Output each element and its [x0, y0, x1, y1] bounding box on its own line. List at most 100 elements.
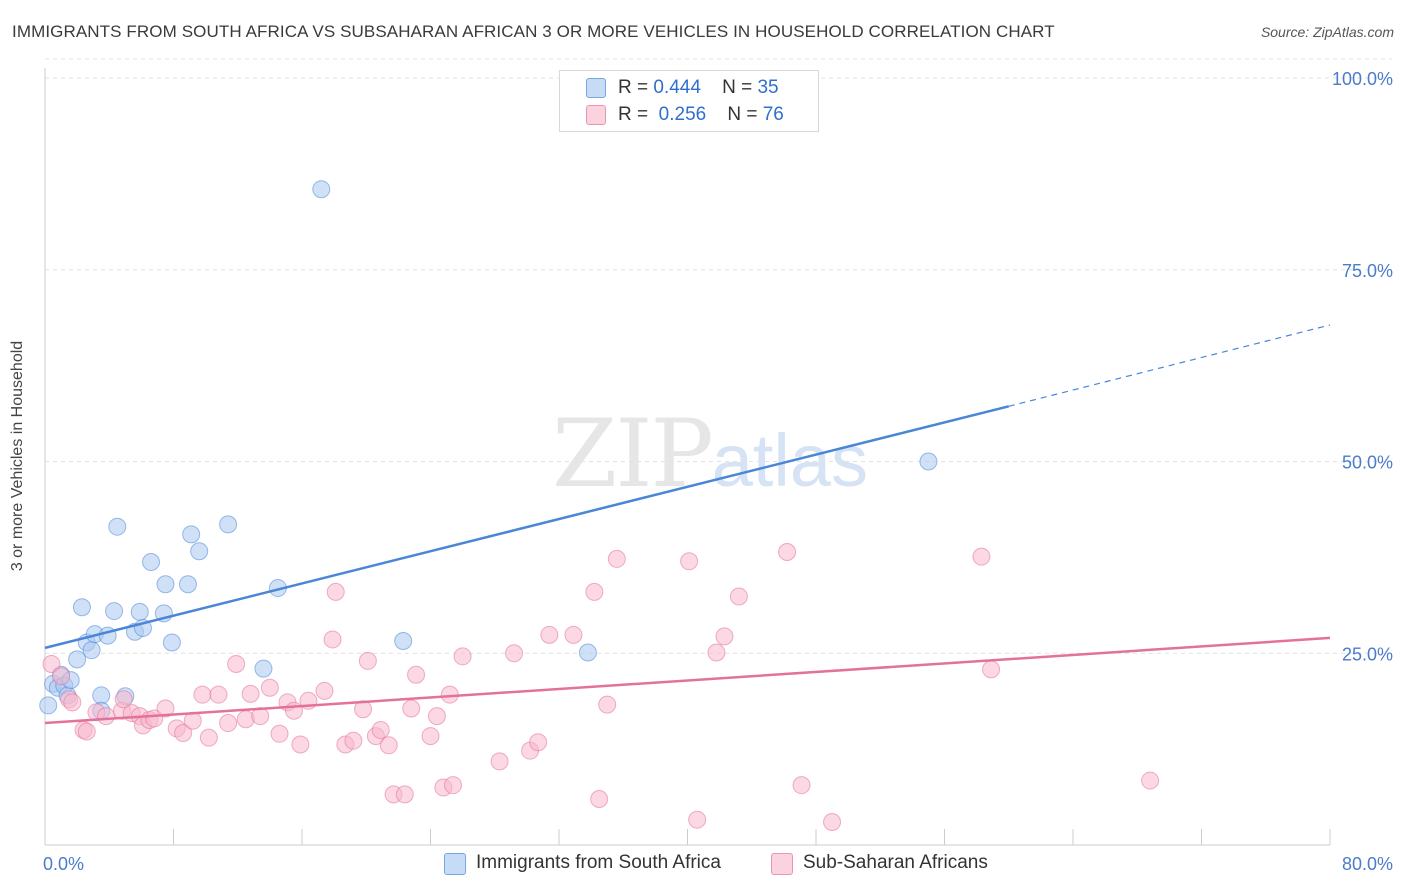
point-subsaharan: [358, 651, 377, 670]
point-subsaharan: [174, 724, 193, 743]
point-subsaharan: [97, 707, 116, 726]
point-subsaharan: [379, 736, 398, 755]
point-subsaharan: [453, 647, 472, 666]
point-subsaharan: [972, 547, 991, 566]
point-subsaharan: [219, 714, 238, 733]
point-south-africa: [39, 696, 58, 715]
point-subsaharan: [241, 684, 260, 703]
legend-n-value: 35: [757, 77, 779, 98]
point-subsaharan: [227, 654, 246, 673]
chart-title: IMMIGRANTS FROM SOUTH AFRICA VS SUBSAHAR…: [12, 22, 1055, 41]
point-south-africa: [182, 525, 201, 544]
legend-r-value: 0.256: [658, 104, 707, 125]
bottom-legend-swatch-south-africa: [444, 853, 466, 875]
legend-swatch-south-africa: [586, 78, 606, 98]
point-subsaharan: [270, 724, 289, 743]
point-subsaharan: [607, 549, 626, 568]
y-tick-label: 75.0%: [1342, 261, 1393, 281]
point-subsaharan: [505, 644, 524, 663]
point-subsaharan: [421, 727, 440, 746]
point-subsaharan: [443, 776, 462, 795]
point-south-africa: [919, 452, 938, 471]
point-subsaharan: [344, 731, 363, 750]
point-subsaharan: [323, 630, 342, 649]
point-subsaharan: [407, 665, 426, 684]
point-south-africa: [108, 517, 127, 536]
point-subsaharan: [564, 625, 583, 644]
point-subsaharan: [982, 660, 1001, 679]
trendline-south-africa-extension: [1008, 324, 1331, 407]
point-subsaharan: [688, 810, 707, 829]
point-south-africa: [130, 602, 149, 621]
point-south-africa: [178, 575, 197, 594]
point-subsaharan: [326, 582, 345, 601]
y-tick-label: 50.0%: [1342, 453, 1393, 473]
point-subsaharan: [792, 776, 811, 795]
point-subsaharan: [52, 667, 71, 686]
point-subsaharan: [199, 728, 218, 747]
legend-r-value: 0.444: [653, 77, 701, 98]
point-south-africa: [190, 542, 209, 561]
watermark-zip: ZIP: [552, 400, 714, 509]
point-subsaharan: [114, 690, 133, 709]
point-subsaharan: [490, 752, 509, 771]
point-subsaharan: [260, 678, 279, 697]
point-south-africa: [578, 643, 597, 662]
point-subsaharan: [63, 693, 82, 712]
legend-n-value: 76: [762, 104, 784, 125]
point-subsaharan: [427, 707, 446, 726]
legend-r-label: R =: [618, 77, 649, 98]
point-subsaharan: [529, 733, 548, 752]
x-tick-label: 0.0%: [43, 854, 84, 874]
point-subsaharan: [209, 685, 228, 704]
point-south-africa: [72, 598, 91, 617]
point-subsaharan: [585, 582, 604, 601]
correlation-legend: R = 0.444 N = 35 R = 0.256 N = 76: [559, 70, 819, 132]
point-subsaharan: [42, 654, 61, 673]
point-south-africa: [82, 641, 101, 660]
point-subsaharan: [715, 627, 734, 646]
point-subsaharan: [680, 552, 699, 571]
point-subsaharan: [402, 699, 421, 718]
point-south-africa: [219, 515, 238, 534]
point-south-africa: [156, 575, 175, 594]
point-subsaharan: [729, 587, 748, 606]
point-subsaharan: [156, 699, 175, 718]
trendline-south-africa: [44, 405, 1010, 650]
point-subsaharan: [395, 785, 414, 804]
point-subsaharan: [823, 812, 842, 831]
point-south-africa: [162, 633, 181, 652]
point-subsaharan: [778, 543, 797, 562]
bottom-legend-label: Immigrants from South Africa: [476, 852, 721, 873]
point-subsaharan: [291, 735, 310, 754]
point-subsaharan: [193, 685, 212, 704]
watermark: ZIPatlas: [552, 400, 868, 509]
point-subsaharan: [315, 681, 334, 700]
legend-n-label: N =: [722, 77, 753, 98]
point-south-africa: [142, 552, 161, 571]
legend-n-label: N =: [727, 104, 758, 125]
point-subsaharan: [77, 722, 96, 741]
point-south-africa: [254, 659, 273, 678]
y-tick-label: 100.0%: [1332, 69, 1393, 89]
point-south-africa: [105, 602, 124, 621]
point-subsaharan: [371, 720, 390, 739]
bottom-legend-swatch-subsaharan: [771, 853, 793, 875]
point-south-africa: [394, 631, 413, 650]
source-label: Source: ZipAtlas.com: [1260, 24, 1394, 40]
y-tick-label: 25.0%: [1342, 644, 1393, 664]
bottom-legend-label: Sub-Saharan Africans: [803, 852, 988, 873]
point-subsaharan: [1141, 771, 1160, 790]
legend-swatch-subsaharan: [586, 105, 606, 125]
point-subsaharan: [598, 695, 617, 714]
legend-r-label: R =: [618, 104, 649, 125]
point-south-africa: [68, 650, 87, 669]
x-tick-label: 80.0%: [1342, 854, 1393, 874]
point-subsaharan: [145, 709, 164, 728]
point-south-africa: [312, 180, 331, 199]
trendline-subsaharan: [44, 636, 1331, 725]
point-subsaharan: [590, 789, 609, 808]
point-subsaharan: [284, 701, 303, 720]
point-south-africa: [92, 686, 111, 705]
